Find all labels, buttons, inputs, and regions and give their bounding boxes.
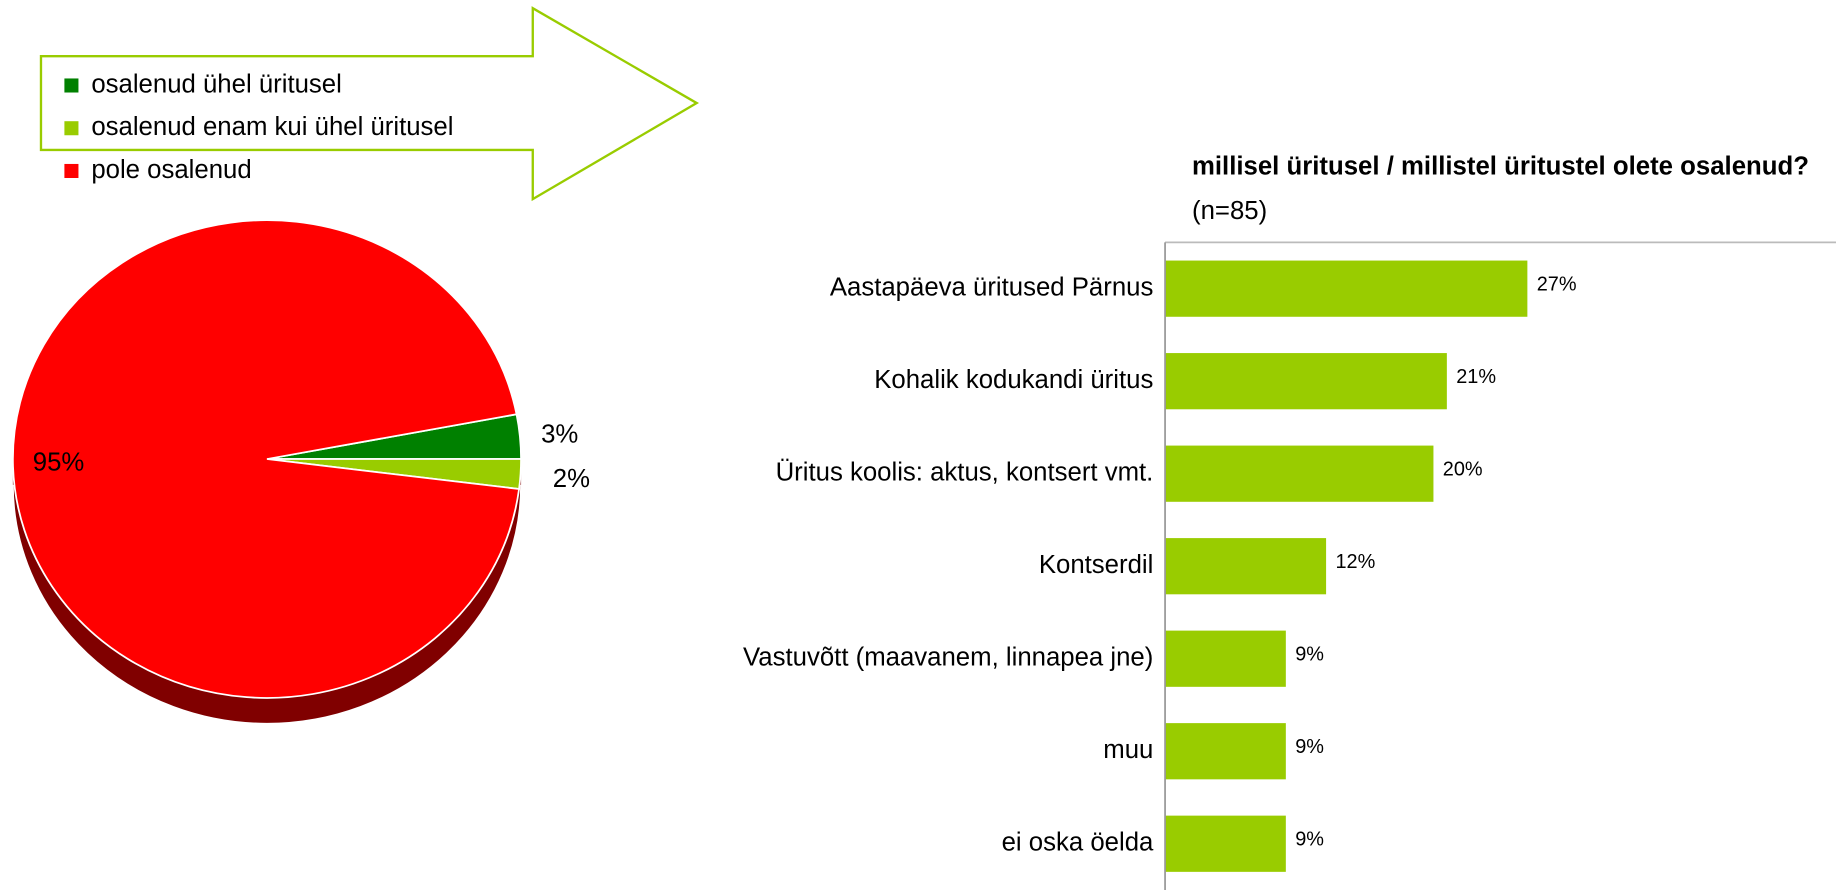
bar-value-label: 27% [1537,273,1577,295]
bar-value-label: 9% [1295,736,1324,758]
bar [1165,723,1286,780]
pie-value-label: 3% [541,420,578,448]
bar-value-label: 21% [1456,366,1496,388]
bar [1165,630,1286,687]
category-label: Kohalik kodukandi üritus [874,366,1153,394]
bar-value-label: 20% [1443,458,1483,480]
bar [1165,260,1528,317]
legend-label: pole osalenud [91,156,251,184]
category-label: Vastuvõtt (maavanem, linnapea jne) [743,644,1153,672]
pie-value-label: 95% [33,449,85,477]
bar [1165,353,1447,410]
bar [1165,815,1286,872]
bar-title: millisel üritusel / millistel üritustel … [1192,144,1830,233]
category-label: Üritus koolis: aktus, kontsert vmt. [776,459,1154,487]
bar-value-label: 9% [1295,828,1324,850]
bar [1165,538,1327,595]
category-label: ei oska öelda [1002,829,1154,857]
legend-label: osalenud ühel üritusel [91,70,342,98]
category-label: Kontserdil [1039,551,1154,579]
title: millisel üritusel / millistel üritustel … [1191,151,1809,181]
category-label: muu [1103,736,1153,764]
legend-swatch [64,78,79,93]
legend-arrow [39,6,700,202]
pie-value-label: 2% [553,465,590,493]
bar [1165,445,1434,502]
legend-label: osalenud enam kui ühel üritusel [91,113,453,141]
bar-value-label: 12% [1335,551,1375,573]
bar-value-label: 9% [1295,643,1324,665]
category-label: Aastapäeva üritused Pärnus [830,273,1153,301]
pie-slice [12,219,521,699]
subtitle: (n=85) [1191,195,1268,225]
bar-title-box: millisel üritusel / millistel üritustel … [1192,144,1830,233]
legend-swatch [64,163,79,178]
legend-swatch [64,121,79,136]
